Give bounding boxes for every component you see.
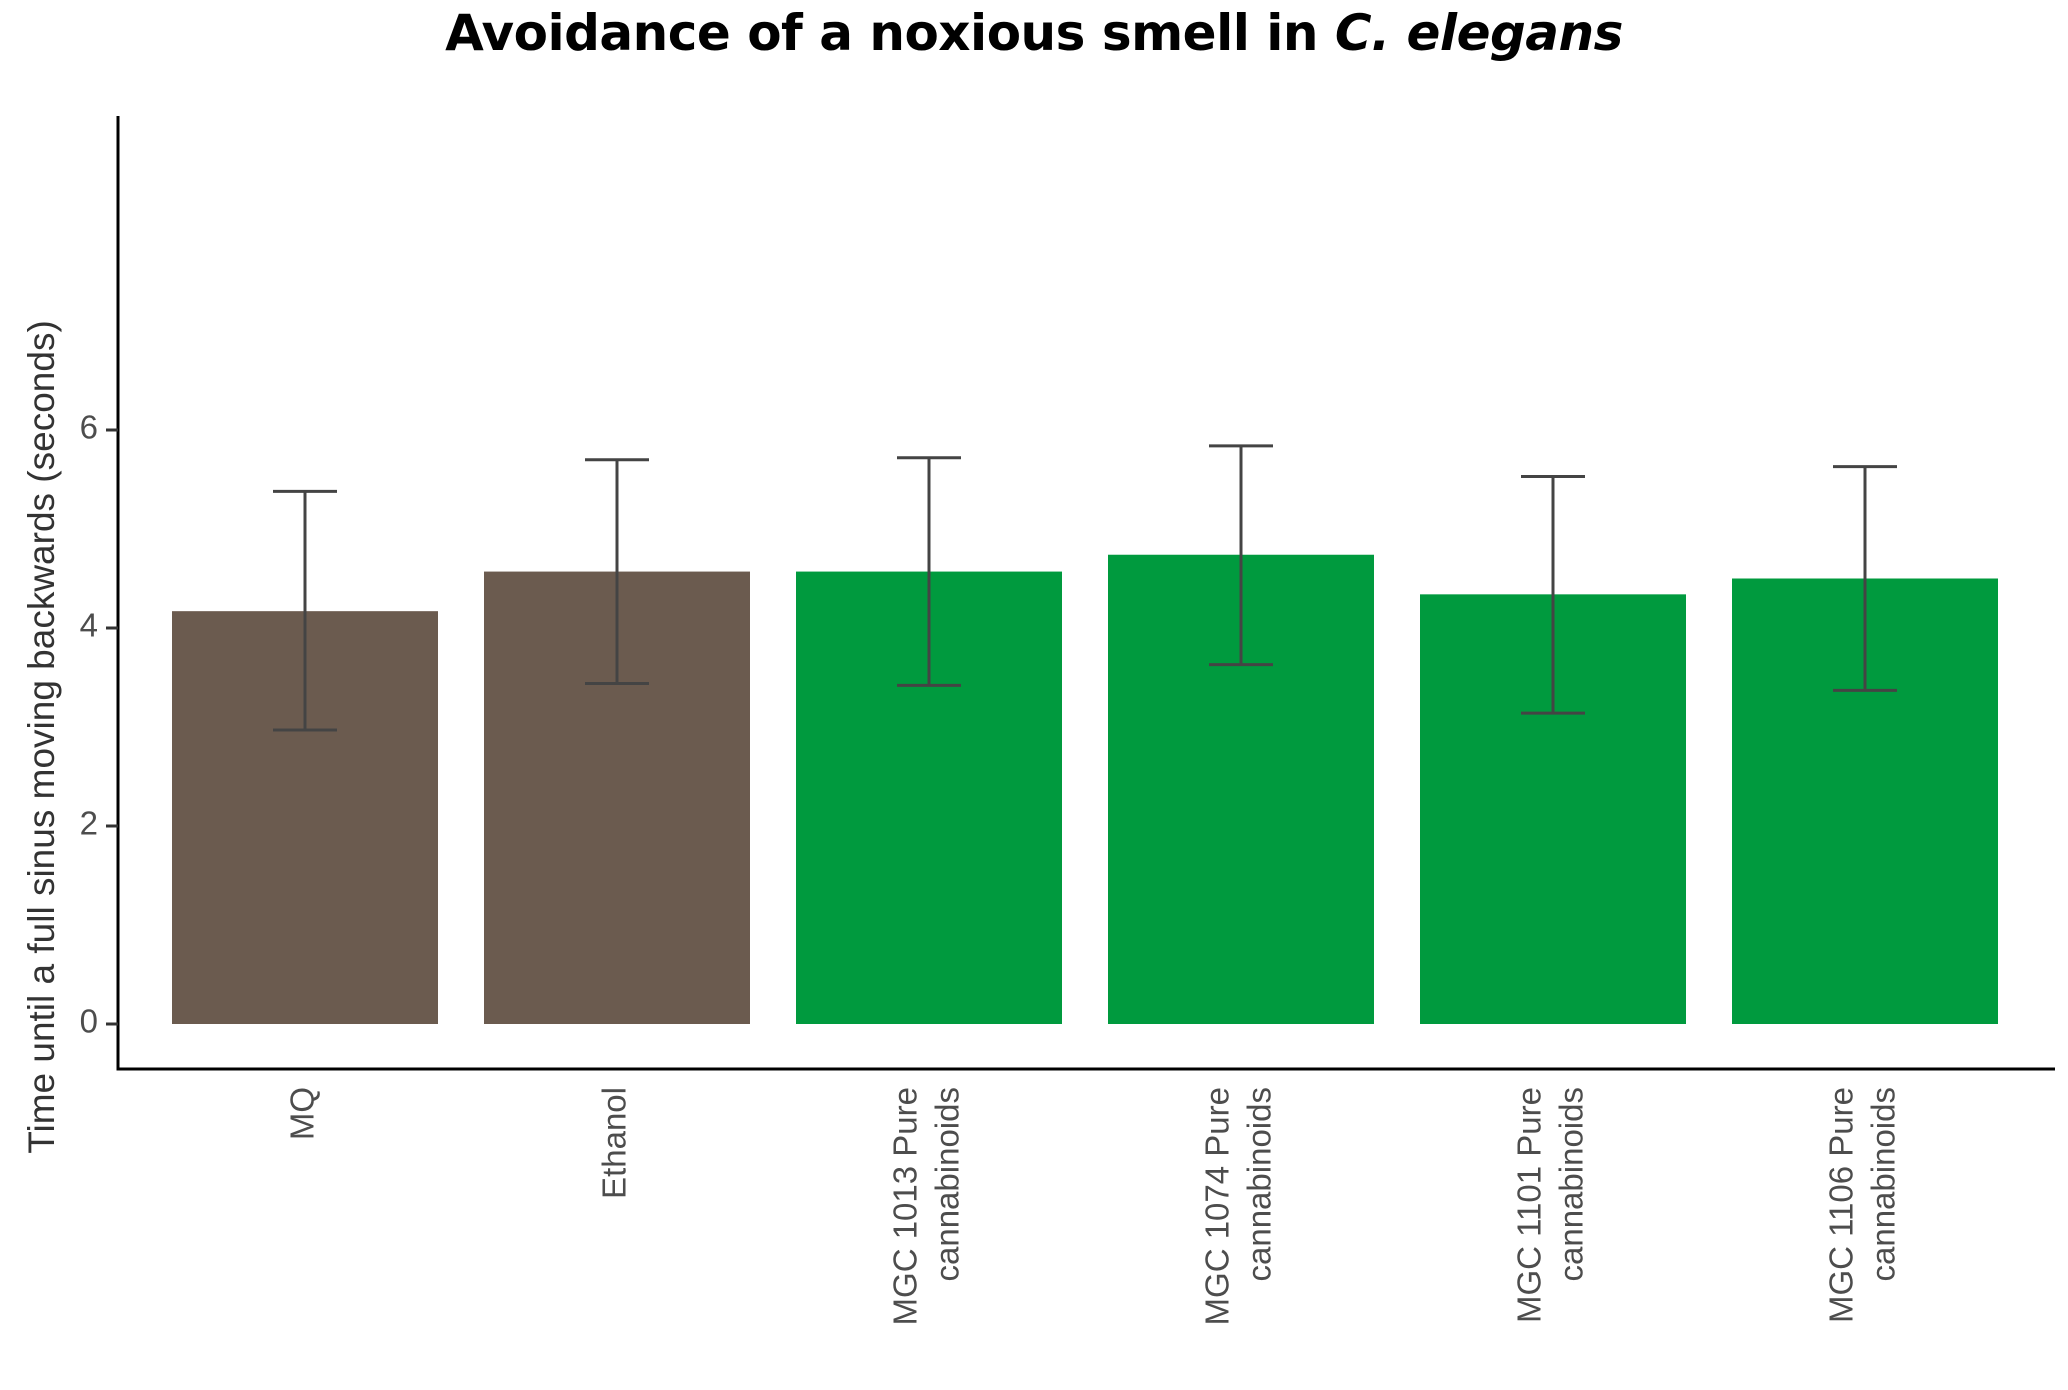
x-tick-label: MGC 1101 Pure xyxy=(1511,1087,1548,1323)
x-tick-label: MQ xyxy=(284,1087,321,1140)
x-tick-label: Ethanol xyxy=(596,1087,633,1199)
error-bar xyxy=(585,458,649,685)
x-tick-label: MGC 1106 Pure xyxy=(1823,1087,1860,1323)
chart-title-text: Avoidance of a noxious smell in xyxy=(445,4,1335,62)
y-tick-label: 0 xyxy=(80,1003,98,1040)
error-bar xyxy=(1209,444,1273,667)
x-tick-label: cannabinoids xyxy=(1241,1087,1278,1282)
axes-layer xyxy=(116,116,2055,1071)
y-axis-title: Time until a full sinus moving backwards… xyxy=(21,320,62,1154)
error-bar xyxy=(1833,465,1897,692)
error-bars-layer xyxy=(273,444,1897,732)
x-labels-layer: MQ Ethanol MGC 1013 Pure cannabinoids MGC 10… xyxy=(284,1087,1902,1325)
y-tick-label: 4 xyxy=(80,607,98,644)
chart-title-species: C. elegans xyxy=(1334,4,1623,62)
error-bar xyxy=(273,489,337,732)
x-tick-label: MGC 1013 Pure xyxy=(887,1087,924,1325)
x-tick-label: cannabinoids xyxy=(929,1087,966,1282)
bars-layer xyxy=(172,554,1998,1024)
chart-title: Avoidance of a noxious smell in C. elega… xyxy=(0,4,2068,62)
y-ticks-layer: 0 2 4 6 xyxy=(80,409,118,1040)
y-tick-label: 2 xyxy=(80,805,98,842)
x-tick-label: MGC 1074 Pure xyxy=(1199,1087,1236,1325)
x-tick-label: cannabinoids xyxy=(1865,1087,1902,1282)
error-bar xyxy=(1521,475,1585,715)
error-bar xyxy=(897,456,961,687)
y-tick-label: 6 xyxy=(80,409,98,446)
x-tick-label: cannabinoids xyxy=(1553,1087,1590,1282)
